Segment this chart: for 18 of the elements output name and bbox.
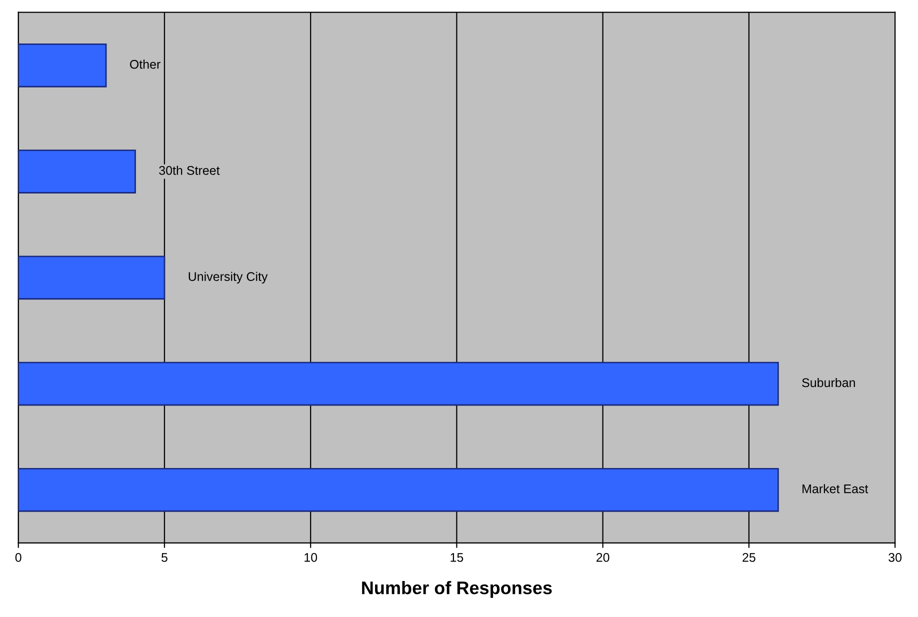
bar	[18, 150, 136, 194]
x-tick-label: 10	[304, 553, 318, 562]
y-tick-label: Suburban	[802, 378, 855, 388]
bar	[18, 362, 779, 406]
y-tick-label: University City	[188, 272, 268, 284]
x-tick-label: 20	[596, 553, 610, 562]
bar	[18, 43, 107, 88]
y-tick-label: Market East	[802, 484, 868, 494]
x-tick-label: 0	[15, 553, 22, 562]
x-tick-label: 15	[450, 553, 464, 562]
x-tick-label: 5	[162, 553, 168, 562]
y-tick-label: Other	[130, 60, 160, 69]
x-tick-label: 30	[888, 553, 902, 562]
x-axis-title: Number of Responses	[362, 581, 552, 598]
y-tick-label: 30th Street	[159, 166, 220, 175]
x-tick-label: 25	[742, 553, 756, 562]
bar	[18, 256, 166, 300]
bar	[18, 468, 779, 512]
